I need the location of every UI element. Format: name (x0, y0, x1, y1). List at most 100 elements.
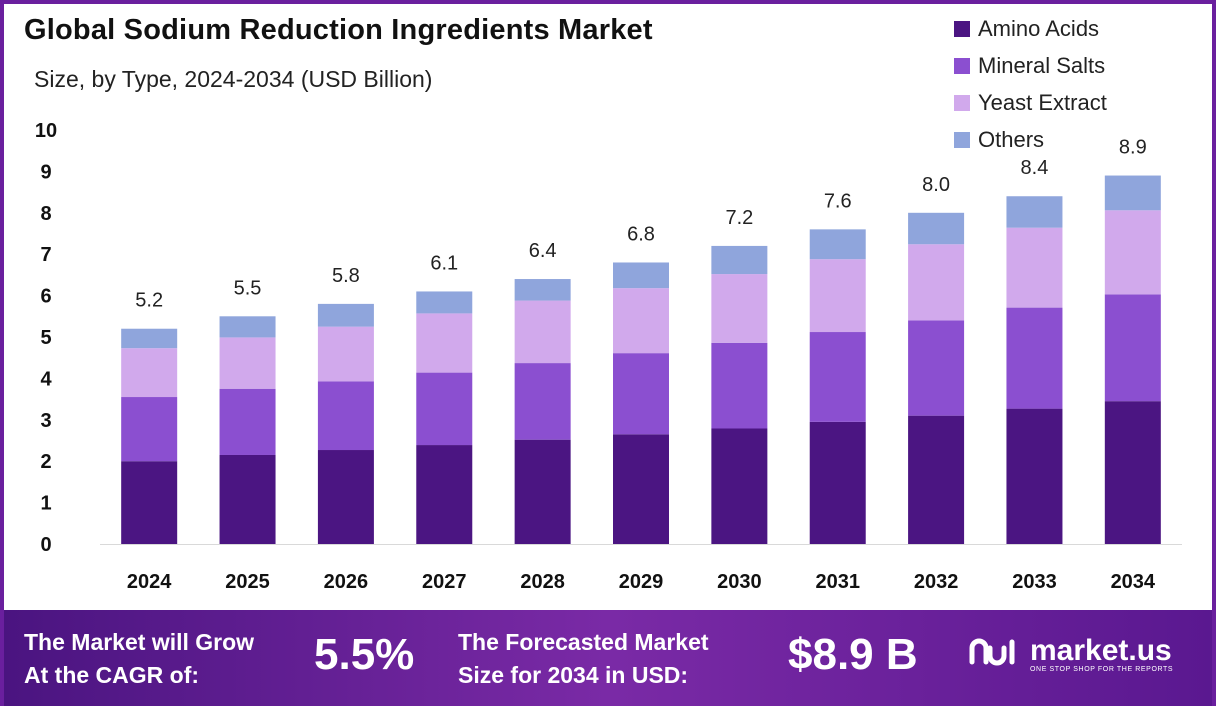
bar-segment-others-2033 (1006, 196, 1063, 228)
bar-segment-others-2028 (514, 279, 571, 301)
bar-segment-yeast-extract-2026 (317, 326, 374, 382)
x-tick-label-2034: 2034 (1111, 571, 1156, 593)
bar-segment-others-2025 (219, 316, 276, 338)
y-tick-label: 0 (40, 534, 51, 556)
y-tick-label: 8 (40, 203, 51, 225)
total-label-2031: 7.6 (824, 190, 852, 212)
legend-label-amino-acids: Amino Acids (978, 15, 1100, 41)
total-label-2027: 6.1 (430, 252, 458, 274)
bar-segment-amino-acids-2030 (711, 428, 768, 544)
bar-segment-others-2026 (317, 303, 374, 327)
bar-segment-mineral-salts-2031 (809, 332, 866, 422)
y-tick-label: 3 (40, 410, 51, 432)
bar-segment-yeast-extract-2029 (613, 288, 669, 354)
bar-segment-mineral-salts-2026 (317, 381, 374, 451)
y-tick-label: 6 (40, 286, 51, 308)
x-tick-label-2032: 2032 (914, 571, 959, 593)
y-tick-label: 2 (40, 451, 51, 473)
legend-swatch-others (954, 131, 970, 148)
x-tick-label-2025: 2025 (225, 571, 270, 593)
bar-segment-yeast-extract-2031 (809, 259, 866, 333)
legend-item-mineral-salts: Mineral Salts (954, 47, 1107, 84)
forecast-label-line1: The Forecasted Market (458, 629, 709, 655)
chart-title: Global Sodium Reduction Ingredients Mark… (24, 14, 653, 46)
legend-swatch-mineral-salts (954, 57, 970, 74)
total-label-2029: 6.8 (627, 223, 655, 245)
cagr-label-line1: The Market will Grow (24, 629, 255, 655)
bar-segment-mineral-salts-2032 (908, 320, 965, 416)
legend-swatch-amino-acids (954, 20, 970, 37)
bar-segment-amino-acids-2025 (219, 454, 276, 544)
bar-segment-yeast-extract-2034 (1104, 210, 1161, 295)
bar-segment-others-2029 (613, 262, 669, 289)
bar-segment-others-2027 (416, 291, 473, 314)
bar-segment-amino-acids-2026 (317, 450, 374, 544)
total-label-2026: 5.8 (332, 265, 360, 287)
bar-segment-amino-acids-2031 (809, 421, 866, 544)
y-tick-label: 9 (40, 161, 51, 183)
bar-segment-yeast-extract-2030 (711, 274, 768, 343)
total-label-2024: 5.2 (135, 290, 163, 312)
bar-segment-others-2024 (121, 328, 178, 349)
y-tick-label: 1 (40, 493, 51, 515)
x-tick-label-2031: 2031 (815, 571, 860, 593)
forecast-label-line2: Size for 2034 in USD: (458, 662, 689, 688)
legend-item-amino-acids: Amino Acids (954, 10, 1107, 47)
bar-segment-others-2031 (809, 229, 866, 260)
bar-segment-yeast-extract-2028 (514, 300, 571, 364)
total-label-2032: 8.0 (922, 174, 950, 196)
legend-item-others: Others (954, 121, 1107, 158)
cagr-label-line2: At the CAGR of: (24, 662, 200, 688)
bar-segment-amino-acids-2028 (514, 439, 571, 544)
y-tick-label: 7 (40, 244, 51, 266)
x-tick-label-2033: 2033 (1012, 571, 1057, 593)
total-label-2025: 5.5 (234, 277, 262, 299)
bar-segment-amino-acids-2024 (121, 461, 178, 544)
y-tick-label: 4 (40, 368, 52, 390)
bar-segment-mineral-salts-2029 (613, 353, 669, 435)
legend-label-yeast-extract: Yeast Extract (978, 89, 1107, 115)
chart-subtitle: Size, by Type, 2024-2034 (USD Billion) (34, 66, 433, 92)
bar-segment-yeast-extract-2024 (121, 348, 178, 398)
legend-swatch-yeast-extract (954, 94, 970, 111)
x-tick-label-2027: 2027 (422, 571, 467, 593)
x-tick-label-2029: 2029 (619, 571, 664, 593)
y-tick-label: 10 (35, 120, 57, 142)
bar-segment-mineral-salts-2033 (1006, 307, 1063, 409)
x-tick-label-2028: 2028 (520, 571, 565, 593)
legend: Amino Acids Mineral Salts Yeast Extract … (954, 10, 1107, 158)
market-us-logo-icon (969, 638, 1015, 666)
total-label-2030: 7.2 (725, 207, 753, 229)
bar-segment-mineral-salts-2025 (219, 388, 276, 455)
brand-tagline: ONE STOP SHOP FOR THE REPORTS (1030, 666, 1174, 673)
legend-label-mineral-salts: Mineral Salts (978, 52, 1106, 78)
bar-segment-amino-acids-2029 (613, 434, 669, 544)
bar-segment-yeast-extract-2027 (416, 313, 473, 373)
bar-segment-mineral-salts-2024 (121, 397, 178, 462)
legend-item-yeast-extract: Yeast Extract (954, 84, 1107, 121)
total-label-2028: 6.4 (529, 240, 557, 262)
bar-segment-others-2032 (908, 212, 965, 245)
bar-segment-mineral-salts-2030 (711, 342, 768, 429)
bar-segment-others-2034 (1104, 175, 1161, 211)
bar-segment-mineral-salts-2034 (1104, 294, 1161, 402)
total-label-2033: 8.4 (1021, 157, 1049, 179)
footer-banner: The Market will Grow At the CAGR of: 5.5… (0, 610, 1216, 706)
brand-name: market.us (1030, 634, 1172, 667)
bar-segment-amino-acids-2027 (416, 445, 473, 544)
brand-logo: market.us (968, 636, 1172, 666)
total-label-2034: 8.9 (1119, 137, 1147, 159)
bar-segment-amino-acids-2033 (1006, 408, 1063, 544)
bar-segment-yeast-extract-2025 (219, 337, 276, 389)
bar-segment-yeast-extract-2033 (1006, 227, 1063, 308)
legend-label-others: Others (978, 126, 1045, 152)
bar-segment-others-2030 (711, 245, 768, 275)
cagr-label: The Market will Grow At the CAGR of: (24, 626, 254, 692)
x-tick-label-2024: 2024 (127, 571, 172, 593)
stacked-bar-chart: 0 1 2 3 4 5 6 7 8 9 10 5.2 2024 5.5 2025 5.8 2026 6.1 2027… (35, 120, 1182, 593)
bar-segment-mineral-salts-2028 (514, 363, 571, 440)
bar-segment-yeast-extract-2032 (908, 244, 965, 321)
x-tick-label-2026: 2026 (324, 571, 369, 593)
y-tick-label: 5 (40, 327, 51, 349)
x-tick-label-2030: 2030 (717, 571, 762, 593)
